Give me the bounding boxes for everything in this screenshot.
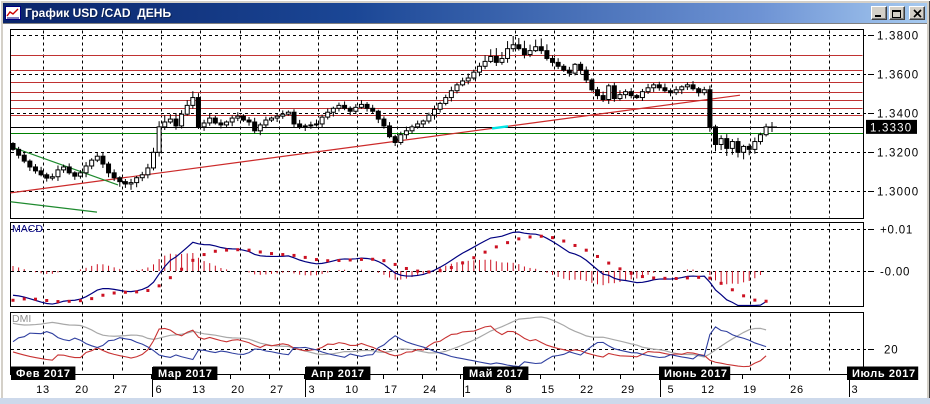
- last-price-cursor: [767, 122, 777, 132]
- day-label: 13: [36, 384, 50, 396]
- month-label-box: [659, 366, 731, 380]
- month-label-box: [153, 366, 218, 380]
- price-axis-label: 1.3600: [877, 70, 919, 82]
- current-price-label: 1.3330: [870, 122, 912, 134]
- price-axis-label: 1.3000: [877, 187, 919, 199]
- current-price-box: [866, 119, 917, 134]
- day-label: 5: [668, 384, 675, 396]
- day-label: 12: [701, 384, 715, 396]
- day-label: 15: [541, 384, 555, 396]
- day-label: 20: [231, 384, 245, 396]
- macd-line: [12, 231, 767, 306]
- adx-line: [12, 316, 767, 358]
- day-label: 20: [75, 384, 89, 396]
- day-label: 6: [156, 384, 163, 396]
- price-axis: 1.3800 1.3600 1.3400 1.3200 1.3000 1.3330: [864, 31, 919, 199]
- month-label-box: [11, 366, 76, 380]
- day-label: 17: [384, 384, 398, 396]
- time-axis: Фев 2017 Мар 2017 Апр 2017 Май 2017 Июнь 201…: [11, 366, 919, 397]
- month-label-box: [464, 366, 529, 380]
- macd-axis: +0.01 -0.00: [864, 225, 913, 279]
- window-bottom-frame: [0, 398, 930, 404]
- day-label: 27: [114, 384, 128, 396]
- dmi-axis-label: 20: [884, 345, 898, 357]
- close-icon: [912, 8, 922, 18]
- day-label: 1: [465, 384, 472, 396]
- dmi-axis: 20: [864, 345, 898, 357]
- window-title: График USD /CAD ДЕНЬ: [25, 6, 172, 20]
- day-label: 24: [423, 384, 437, 396]
- chart-app-icon: [5, 5, 21, 21]
- macd-panel-label: MACD: [12, 223, 43, 235]
- macd-plot: [11, 231, 768, 306]
- trendlines[interactable]: [9, 94, 741, 213]
- day-label: 26: [790, 384, 804, 396]
- dmi-panel-label: DMI: [12, 313, 31, 325]
- macd-axis-label: +0.01: [880, 225, 913, 237]
- month-label-box: [847, 366, 919, 380]
- minimize-button[interactable]: [871, 6, 887, 20]
- price-macd-dmi-chart[interactable]: MACDDMI1.38001.36001.34001.32001.30001.3…: [3, 24, 927, 399]
- day-label: 19: [743, 384, 757, 396]
- price-axis-label: 1.3800: [877, 31, 919, 43]
- day-label: 10: [345, 384, 359, 396]
- day-label: 8: [506, 384, 513, 396]
- di-plus-line: [12, 325, 767, 368]
- day-label: 3: [309, 384, 316, 396]
- close-button[interactable]: [909, 6, 925, 20]
- day-label: 27: [270, 384, 284, 396]
- macd-axis-label: -0.00: [880, 267, 910, 279]
- dmi-plot: [12, 316, 767, 368]
- maximize-button[interactable]: [889, 6, 905, 20]
- trendline-selection-highlight: [491, 125, 509, 130]
- price-axis-label: 1.3400: [877, 109, 919, 121]
- window-controls: [871, 6, 925, 20]
- maximize-icon: [892, 9, 901, 18]
- day-label: 13: [192, 384, 206, 396]
- chart-app-icon-svg: [5, 6, 21, 20]
- resistance-levels: [11, 55, 863, 116]
- month-label: Май 2017: [469, 368, 524, 380]
- month-label: Июль 2017: [852, 368, 916, 380]
- di-minus-line: [12, 326, 767, 368]
- day-label: 22: [580, 384, 594, 396]
- price-axis-label: 1.3200: [877, 148, 919, 160]
- candlesticks[interactable]: [10, 36, 769, 190]
- month-label: Апр 2017: [311, 368, 365, 380]
- month-label: Мар 2017: [158, 368, 212, 380]
- price-reference-lines: [11, 127, 863, 134]
- month-label: Фев 2017: [16, 368, 71, 380]
- titlebar[interactable]: График USD /CAD ДЕНЬ: [3, 3, 927, 23]
- day-label: 29: [621, 384, 635, 396]
- month-label-box: [306, 366, 371, 380]
- day-label: 3: [852, 384, 859, 396]
- chart-client-area: MACD DMI 1.3800 1.3600 1.3400 1.3200 1.3000 1.3…: [3, 23, 927, 399]
- minimize-icon: [875, 14, 881, 17]
- month-label: Июнь 2017: [664, 368, 728, 380]
